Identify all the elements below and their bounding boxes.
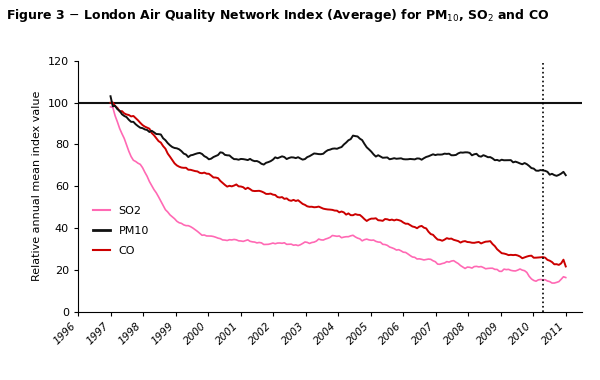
Text: Figure 3 $-$ London Air Quality Network Index (Average) for PM$_{10}$, SO$_2$ an: Figure 3 $-$ London Air Quality Network … <box>6 7 550 24</box>
Legend: SO2, PM10, CO: SO2, PM10, CO <box>89 202 154 261</box>
Y-axis label: Relative annual mean index value: Relative annual mean index value <box>32 91 42 281</box>
